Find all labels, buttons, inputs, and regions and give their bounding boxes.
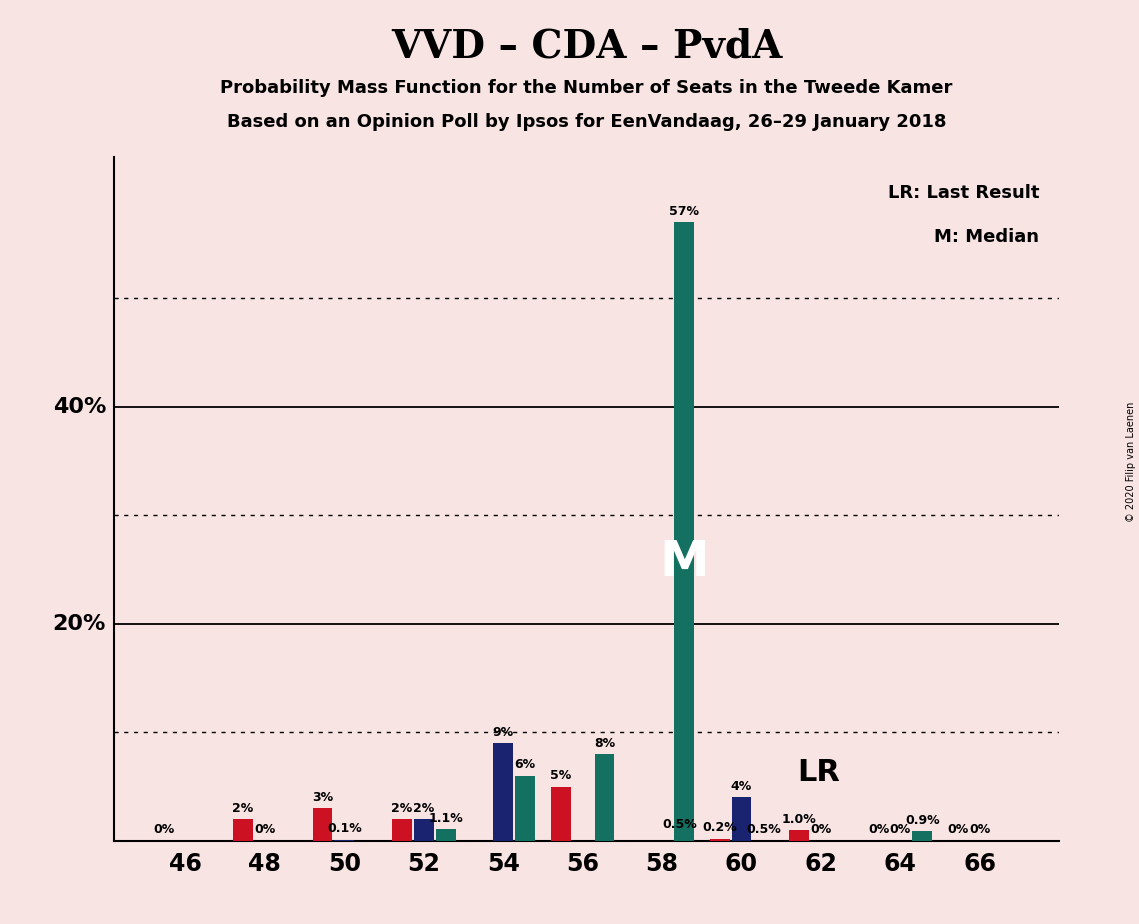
Bar <box>674 222 694 841</box>
Text: 2%: 2% <box>413 802 434 815</box>
Bar <box>312 808 333 841</box>
Bar <box>392 820 412 841</box>
Text: VVD – CDA – PvdA: VVD – CDA – PvdA <box>391 28 782 66</box>
Text: 0%: 0% <box>890 823 911 836</box>
Text: LR: Last Result: LR: Last Result <box>888 184 1040 202</box>
Text: 0.5%: 0.5% <box>663 818 697 831</box>
Text: 5%: 5% <box>550 770 572 783</box>
Text: 0%: 0% <box>868 823 890 836</box>
Text: 3%: 3% <box>312 791 333 804</box>
Text: Based on an Opinion Poll by Ipsos for EenVandaag, 26–29 January 2018: Based on an Opinion Poll by Ipsos for Ee… <box>227 113 947 130</box>
Text: Probability Mass Function for the Number of Seats in the Tweede Kamer: Probability Mass Function for the Number… <box>221 79 952 96</box>
Bar <box>912 831 932 841</box>
Text: 0%: 0% <box>153 823 174 836</box>
Bar <box>515 776 535 841</box>
Text: 6%: 6% <box>515 759 535 772</box>
Bar <box>551 786 571 841</box>
Text: 0.1%: 0.1% <box>327 822 362 835</box>
Text: © 2020 Filip van Laenen: © 2020 Filip van Laenen <box>1126 402 1136 522</box>
Bar <box>413 820 434 841</box>
Text: 0.5%: 0.5% <box>746 823 780 836</box>
Text: 2%: 2% <box>232 802 254 815</box>
Text: 9%: 9% <box>492 726 514 739</box>
Bar <box>710 839 730 841</box>
Text: M: M <box>659 539 708 587</box>
Bar <box>595 754 614 841</box>
Text: 0.2%: 0.2% <box>703 821 737 834</box>
Text: 8%: 8% <box>593 736 615 749</box>
Text: 0%: 0% <box>254 823 276 836</box>
Text: 2%: 2% <box>392 802 412 815</box>
Text: 40%: 40% <box>52 396 106 417</box>
Bar <box>731 797 752 841</box>
Text: 0%: 0% <box>969 823 991 836</box>
Text: LR: LR <box>797 758 839 786</box>
Text: 4%: 4% <box>731 780 752 793</box>
Text: 1.1%: 1.1% <box>428 811 462 824</box>
Text: 20%: 20% <box>52 614 106 634</box>
Text: 0%: 0% <box>810 823 831 836</box>
Text: 0.9%: 0.9% <box>904 814 940 827</box>
Text: M: Median: M: Median <box>934 227 1040 246</box>
Bar <box>335 840 354 841</box>
Text: 57%: 57% <box>669 205 699 218</box>
Bar <box>493 743 513 841</box>
Bar <box>233 820 253 841</box>
Bar <box>435 829 456 841</box>
Text: 0%: 0% <box>948 823 968 836</box>
Text: 1.0%: 1.0% <box>781 812 817 826</box>
Bar <box>789 830 809 841</box>
